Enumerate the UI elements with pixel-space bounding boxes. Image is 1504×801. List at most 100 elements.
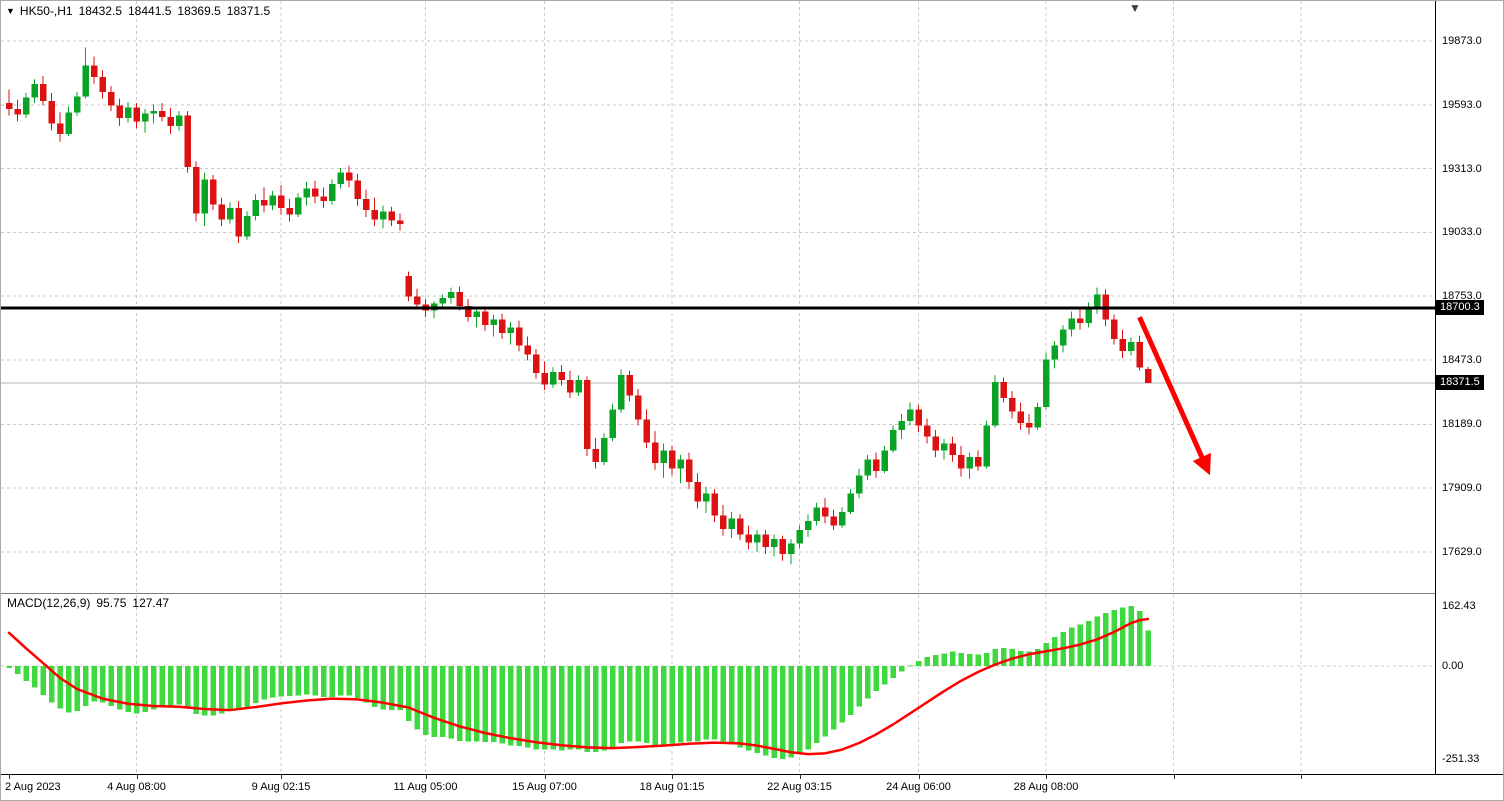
candle-body	[388, 211, 395, 221]
macd-bar	[465, 666, 471, 742]
candle-body	[56, 123, 64, 134]
macd-bar	[1136, 610, 1143, 667]
macd-bar	[626, 666, 633, 742]
macd-bar	[397, 666, 403, 711]
macd-bar	[252, 666, 259, 704]
price-axis-label: 19873.0	[1442, 35, 1482, 47]
time-axis-label: 28 Aug 08:00	[1013, 781, 1079, 793]
price-axis-label: 17909.0	[1442, 482, 1482, 495]
panel-separator[interactable]	[1, 593, 1503, 594]
macd-bar	[1102, 612, 1109, 667]
time-tick	[672, 775, 673, 779]
candle-body	[5, 103, 13, 109]
candle-body	[532, 354, 540, 373]
macd-bar	[473, 666, 480, 742]
macd-bar	[1128, 606, 1134, 667]
candle-body	[354, 180, 361, 199]
macd-bar	[116, 666, 123, 710]
time-tick	[425, 775, 427, 779]
macd-signal-value: 127.47	[132, 596, 170, 610]
macd-bar	[754, 666, 760, 753]
candle-body	[1008, 398, 1016, 412]
macd-bar	[635, 666, 641, 742]
macd-bar	[456, 666, 463, 741]
macd-signal-line	[7, 617, 1150, 756]
candle-body	[175, 115, 183, 126]
macd-bar	[550, 666, 556, 750]
candle-body	[566, 379, 574, 393]
candle-body	[379, 211, 387, 220]
candle-body	[753, 534, 761, 543]
macd-bar	[193, 666, 199, 715]
macd-bar	[771, 666, 777, 758]
macd-bar	[609, 666, 616, 748]
candle-body	[830, 516, 837, 526]
candle-body	[362, 198, 370, 211]
candle-body	[745, 534, 752, 543]
candle-body	[575, 379, 582, 393]
price-axis[interactable]: 19873.0 19593.0 19313.0 19033.0 18753.0 18473…	[1435, 1, 1503, 774]
chart-plot-area[interactable]	[1, 1, 1435, 774]
time-axis[interactable]: 2 Aug 2023 4 Aug 08:00 9 Aug 02:15 11 Aug 0…	[1, 774, 1503, 800]
macd-bar	[91, 666, 97, 702]
macd-bar	[1145, 630, 1151, 667]
candle-body	[847, 493, 854, 512]
macd-bar	[737, 666, 743, 748]
symbol-timeframe-label: HK50-,H1	[19, 4, 73, 18]
macd-bar	[48, 666, 55, 703]
macd-axis-label: 162.43	[1442, 600, 1476, 612]
time-axis-label: 9 Aug 02:15	[251, 781, 311, 793]
candle-body	[48, 100, 55, 124]
candle-body	[1025, 423, 1033, 428]
macd-bar	[643, 666, 650, 743]
macd-bar	[167, 666, 174, 706]
one-click-trading-toggle-icon[interactable]: ▼	[6, 6, 15, 16]
macd-bar	[320, 666, 327, 698]
macd-bar	[567, 666, 573, 750]
candle-body	[311, 188, 319, 197]
macd-bar	[142, 666, 148, 712]
candle-body	[949, 443, 956, 455]
macd-bar	[728, 666, 735, 745]
macd-bar	[354, 666, 361, 699]
macd-bar	[822, 666, 828, 737]
candle-body	[303, 188, 310, 198]
macd-bar	[405, 666, 412, 721]
candle-body	[651, 442, 659, 463]
grid	[1, 1, 1435, 774]
macd-histogram	[6, 606, 1151, 759]
macd-bar	[856, 666, 862, 707]
candle-body	[14, 108, 21, 115]
macd-bar	[720, 666, 726, 742]
macd-bar	[686, 666, 692, 742]
macd-bar	[269, 666, 276, 698]
macd-bar	[286, 666, 293, 697]
candle-body	[864, 459, 871, 476]
macd-bar	[839, 666, 845, 723]
candle-body	[73, 96, 81, 113]
candle-body	[1068, 318, 1075, 330]
chart-shift-marker-icon[interactable]: ▼	[1129, 1, 1141, 15]
macd-bar	[439, 666, 446, 738]
candle-body	[524, 345, 531, 355]
candle-body	[413, 296, 421, 305]
macd-bar	[873, 666, 879, 692]
candle-body	[1000, 382, 1007, 398]
macd-bar	[805, 666, 811, 750]
candle-body	[337, 172, 344, 184]
candle-body	[617, 375, 625, 410]
macd-bar	[516, 666, 522, 746]
candle-body	[218, 204, 225, 220]
candle-body	[983, 425, 990, 467]
macd-bar	[745, 666, 752, 751]
macd-bar	[337, 666, 344, 696]
candle-body	[447, 292, 455, 298]
candle-body	[677, 459, 684, 469]
candle-body	[192, 166, 200, 214]
candle-body	[643, 419, 650, 443]
time-tick	[918, 775, 920, 779]
candle-body	[549, 371, 557, 385]
candle-body	[1093, 294, 1101, 307]
macd-bar	[915, 660, 922, 667]
